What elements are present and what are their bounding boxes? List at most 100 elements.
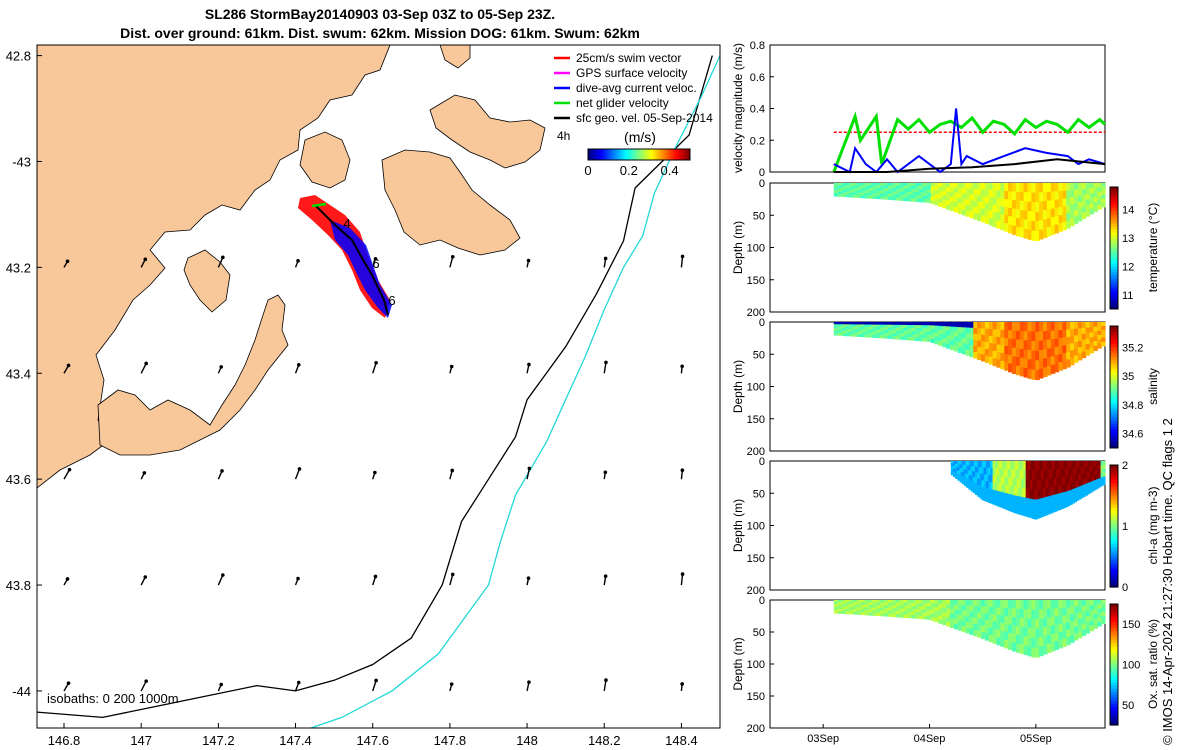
- chl-a-cell: [1041, 461, 1044, 471]
- temperature-cell: [841, 194, 847, 197]
- chart-title: SL286 StormBay20140903 03-Sep 03Z to 05-…: [204, 6, 556, 22]
- oxygen-cell: [919, 600, 924, 604]
- salinity-cell: [1043, 367, 1048, 377]
- map-colorbar-cell: [637, 149, 640, 160]
- salinity-cell: [880, 324, 885, 328]
- salinity-cell: [1043, 340, 1048, 350]
- temperature-cell: [961, 209, 967, 216]
- oxygen-cell: [977, 624, 982, 632]
- salinity-cell: [1085, 327, 1091, 334]
- temperature-colorbar-cell: [1110, 205, 1118, 209]
- chl-a-cell: [1003, 476, 1007, 486]
- salinity-cell: [1054, 330, 1060, 340]
- temperature-cell: [919, 183, 924, 187]
- salinity-cell: [1097, 322, 1102, 327]
- salinity-cell: [1097, 335, 1102, 340]
- salinity-cell: [957, 347, 963, 353]
- temperature-y-tick-label: 100: [747, 243, 765, 255]
- temperature-cell: [1093, 197, 1098, 203]
- chl-a-cell: [968, 479, 972, 485]
- oxygen-cell: [872, 610, 878, 614]
- temperature-cell: [849, 187, 854, 191]
- oxygen-cell: [899, 608, 905, 612]
- chl-a-cell: [1072, 475, 1075, 483]
- chl-a-cell: [1045, 496, 1049, 507]
- salinity-colorbar-cell: [1110, 411, 1118, 415]
- oxygen-cell: [957, 605, 963, 611]
- salinity-colorbar-cell: [1110, 383, 1118, 388]
- chl-a-cell: [988, 461, 991, 469]
- chl-a-cell: [1058, 493, 1062, 502]
- salinity-cell: [969, 322, 974, 329]
- oxygen-cell: [969, 605, 974, 612]
- oxygen-cell: [981, 625, 986, 633]
- temperature-colorbar-label: temperature (°C): [1146, 203, 1160, 293]
- salinity-cell: [1046, 339, 1052, 349]
- chl-a-cell: [1023, 506, 1027, 517]
- chl-a-cell: [977, 490, 980, 497]
- oxygen-cell: [996, 614, 1001, 623]
- temperature-cell: [888, 183, 893, 187]
- oxygen-cell: [1066, 637, 1071, 646]
- legend-label-5: sfc geo. vel. 05-Sep-2014: [576, 111, 713, 125]
- chl-a-cell: [988, 474, 991, 483]
- chl-a-cell: [997, 498, 1000, 507]
- temperature-cell: [864, 195, 870, 199]
- oxygen-colorbar-cell: [1110, 643, 1118, 647]
- temperature-cell: [1046, 200, 1052, 210]
- chl-a-cell: [1038, 498, 1042, 509]
- chl-a-cell: [966, 461, 969, 466]
- temperature-cell: [969, 183, 974, 190]
- chl-a-cell: [972, 461, 976, 467]
- temperature-cell: [1101, 187, 1106, 192]
- temperature-cell: [841, 185, 847, 188]
- temperature-cell: [1077, 189, 1083, 197]
- salinity-cell: [884, 335, 889, 339]
- geo-velocity-arrowhead: [142, 471, 147, 475]
- temperature-colorbar-cell: [1110, 305, 1118, 310]
- map-colorbar-cell: [591, 149, 594, 160]
- oxygen-cell: [996, 629, 1001, 638]
- salinity-cell: [1089, 322, 1094, 328]
- temperature-cell: [895, 188, 901, 192]
- salinity-cell: [942, 342, 947, 348]
- chl-a-cell: [1102, 476, 1106, 481]
- temperature-cell: [1070, 204, 1075, 212]
- salinity-cell: [915, 328, 920, 332]
- salinity-cell: [984, 342, 990, 350]
- temperature-cell: [868, 185, 874, 189]
- chl-a-cell: [994, 461, 998, 469]
- oxygen-cell: [849, 609, 854, 613]
- oxygen-colorbar-cell: [1110, 661, 1118, 666]
- salinity-cell: [996, 322, 1001, 331]
- geo-velocity-arrowhead: [219, 365, 224, 369]
- temperature-cell: [1000, 214, 1005, 223]
- temperature-cell: [973, 201, 978, 208]
- chl-a-colorbar-cell: [1110, 513, 1118, 518]
- temperature-colorbar-cell: [1110, 272, 1118, 276]
- chl-a-cell: [1069, 475, 1073, 484]
- salinity-cell: [953, 341, 959, 347]
- salinity-cell: [1093, 336, 1098, 342]
- temperature-cell: [1031, 211, 1036, 222]
- oxygen-cell: [903, 611, 908, 616]
- geo-velocity-arrow: [449, 574, 454, 586]
- chl-a-cell: [968, 484, 972, 490]
- temperature-cell: [1019, 209, 1025, 220]
- salinity-cell: [903, 327, 908, 332]
- chl-a-colorbar-cell: [1110, 477, 1118, 481]
- temperature-cell: [1004, 207, 1009, 216]
- salinity-cell: [853, 333, 858, 337]
- salinity-cell: [938, 329, 943, 335]
- temperature-cell: [1043, 183, 1048, 193]
- salinity-cell: [961, 322, 967, 328]
- geo-velocity-arrowhead: [680, 364, 684, 369]
- salinity-colorbar-cell: [1110, 441, 1118, 446]
- temperature-cell: [1035, 221, 1040, 232]
- oxygen-cell: [907, 614, 912, 619]
- temperature-cell: [1074, 203, 1079, 211]
- salinity-cell: [837, 324, 843, 327]
- oxygen-cell: [961, 600, 967, 606]
- oxygen-cell: [1074, 633, 1079, 641]
- chl-a-cell: [975, 466, 978, 473]
